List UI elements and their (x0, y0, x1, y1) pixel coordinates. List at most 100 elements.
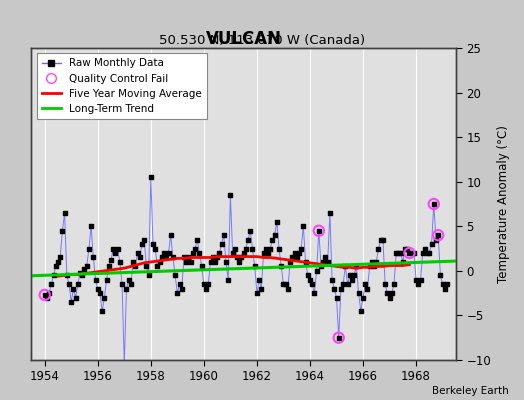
Point (283, 286, 292, 292)
Point (51, 263, 60, 270)
Point (167, 232, 175, 238)
Point (277, 263, 286, 270)
Point (142, 263, 150, 270)
Point (213, 254, 221, 261)
Point (118, 281, 126, 288)
Point (419, 250, 427, 256)
Point (414, 281, 422, 288)
Point (58, 228, 67, 234)
Point (149, 241, 157, 247)
Point (268, 236, 277, 243)
Point (215, 250, 224, 256)
Point (85, 245, 93, 252)
Point (272, 219, 281, 225)
Point (379, 236, 387, 243)
Point (397, 250, 405, 256)
Point (96, 290, 104, 296)
Point (125, 276, 133, 283)
Point (74, 281, 82, 288)
Point (275, 245, 283, 252)
Point (76, 270, 84, 276)
Point (47, 281, 56, 288)
Y-axis label: Temperature Anomaly (°C): Temperature Anomaly (°C) (497, 125, 510, 283)
Point (321, 254, 330, 261)
Point (191, 245, 199, 252)
Point (412, 276, 420, 283)
Point (162, 254, 170, 261)
Point (45, 290, 53, 296)
Point (94, 286, 102, 292)
Point (78, 272, 86, 278)
Point (264, 250, 272, 256)
Point (332, 294, 341, 301)
Point (145, 272, 153, 278)
Point (217, 241, 226, 247)
Point (248, 245, 257, 252)
Point (334, 334, 343, 341)
Point (182, 259, 190, 265)
Point (131, 263, 139, 270)
Point (189, 250, 197, 256)
Point (40, 292, 49, 298)
Point (425, 250, 433, 256)
Point (87, 223, 95, 230)
Point (417, 276, 425, 283)
Point (134, 250, 142, 256)
Point (432, 236, 440, 243)
Point (206, 259, 215, 265)
Point (299, 223, 308, 230)
Point (281, 281, 290, 288)
Point (176, 281, 184, 288)
Point (153, 263, 161, 270)
Point (184, 254, 193, 261)
Point (114, 245, 122, 252)
Point (244, 236, 252, 243)
Point (357, 308, 365, 314)
Point (434, 232, 442, 238)
Point (443, 281, 451, 288)
Point (80, 266, 89, 272)
Point (178, 286, 186, 292)
Point (421, 245, 429, 252)
Point (326, 210, 334, 216)
Point (222, 259, 230, 265)
Point (401, 245, 409, 252)
Point (428, 241, 436, 247)
Point (173, 290, 181, 296)
Point (71, 294, 80, 301)
Point (228, 250, 237, 256)
Point (69, 286, 78, 292)
Point (377, 236, 385, 243)
Point (261, 245, 270, 252)
Point (193, 236, 201, 243)
Point (317, 263, 325, 270)
Point (102, 276, 111, 283)
Point (430, 201, 438, 207)
Point (109, 245, 117, 252)
Point (290, 250, 299, 256)
Point (187, 259, 195, 265)
Point (43, 294, 51, 301)
Point (62, 272, 71, 278)
Point (403, 245, 411, 252)
Point (314, 228, 323, 234)
Point (220, 232, 228, 238)
Point (372, 259, 380, 265)
Point (67, 299, 75, 305)
Point (354, 290, 363, 296)
Point (202, 286, 210, 292)
Point (169, 254, 177, 261)
Point (350, 272, 358, 278)
Point (334, 334, 343, 341)
Point (339, 281, 347, 288)
Point (328, 276, 336, 283)
Point (116, 259, 124, 265)
Point (147, 174, 155, 180)
Point (270, 232, 279, 238)
Point (122, 286, 130, 292)
Point (408, 250, 416, 256)
Point (127, 281, 135, 288)
Point (308, 281, 316, 288)
Point (140, 236, 148, 243)
Point (385, 294, 394, 301)
